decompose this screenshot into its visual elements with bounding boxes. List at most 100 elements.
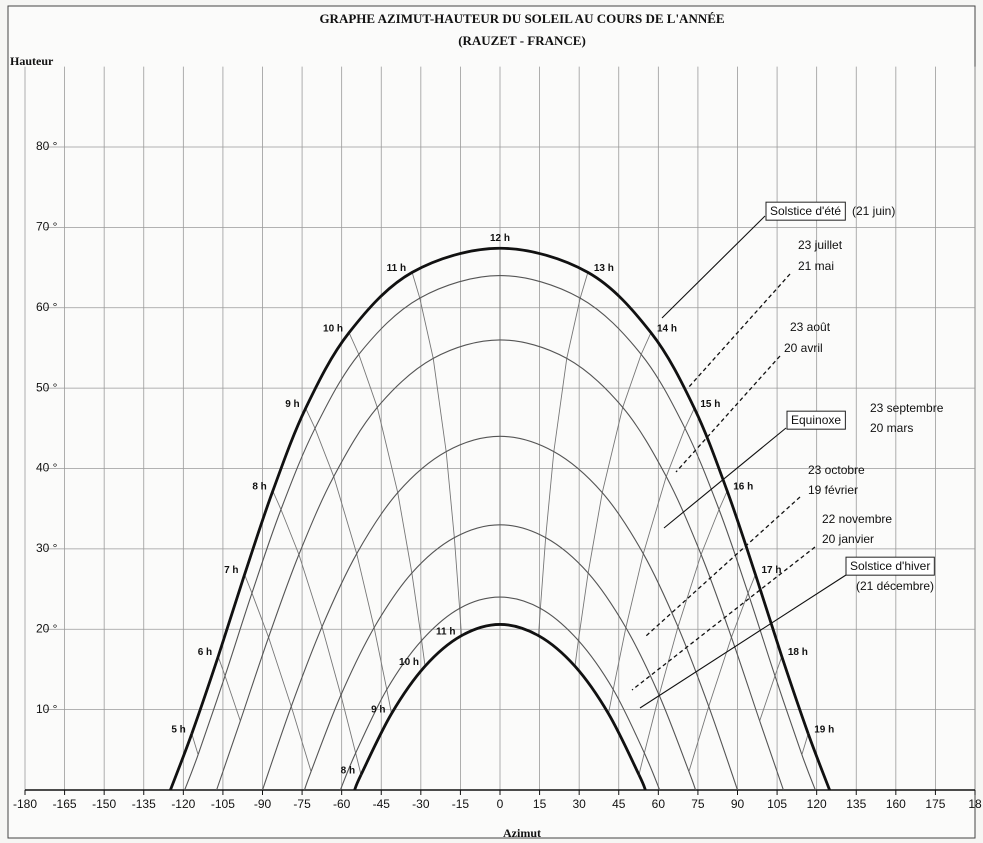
hour-label: 12 h bbox=[490, 233, 510, 244]
series-label: Solstice d'été bbox=[770, 204, 841, 218]
sun-path-rise bbox=[339, 752, 357, 791]
sun-path bbox=[359, 623, 641, 776]
sun-path bbox=[239, 339, 761, 722]
sun-path-set bbox=[759, 720, 784, 791]
sun-path-rise bbox=[261, 706, 292, 791]
sun-path-set bbox=[688, 771, 697, 791]
series-dates: 23 septembre bbox=[870, 401, 944, 415]
hour-label: 9 h bbox=[371, 704, 385, 715]
hour-label: 16 h bbox=[733, 482, 753, 493]
y-tick-label: 70 ° bbox=[36, 220, 58, 234]
x-tick-label: 160 bbox=[886, 797, 906, 811]
sun-path bbox=[355, 596, 645, 754]
sun-path bbox=[190, 246, 810, 735]
x-tick-label: -180 bbox=[13, 797, 37, 811]
sun-path-rise bbox=[303, 771, 312, 791]
leader-line bbox=[631, 546, 816, 691]
x-tick-label: -105 bbox=[211, 797, 235, 811]
x-tick-label: -120 bbox=[171, 797, 195, 811]
series-dates: 19 février bbox=[808, 483, 858, 497]
hour-label: 10 h bbox=[323, 323, 343, 334]
x-tick-label: 15 bbox=[533, 797, 547, 811]
x-tick-label: 18 bbox=[968, 797, 982, 811]
series-dates: 20 janvier bbox=[822, 532, 874, 546]
x-tick-label: 120 bbox=[807, 797, 827, 811]
x-tick-label: -150 bbox=[92, 797, 116, 811]
hour-label: 17 h bbox=[761, 565, 781, 576]
hour-label: 15 h bbox=[700, 399, 720, 410]
series-label: Equinoxe bbox=[791, 413, 841, 427]
sun-path-set bbox=[643, 752, 661, 791]
series-label: Solstice d'hiver bbox=[850, 559, 930, 573]
sun-path-set bbox=[806, 733, 831, 791]
hour-label: 13 h bbox=[594, 263, 614, 274]
y-tick-label: 10 ° bbox=[36, 702, 58, 716]
series-label-box bbox=[845, 556, 935, 576]
series-label: 23 août bbox=[790, 320, 831, 334]
y-axis-label: Hauteur bbox=[10, 54, 54, 68]
leader-line bbox=[663, 427, 787, 529]
hour-label: 8 h bbox=[252, 482, 266, 493]
leader-line bbox=[661, 215, 766, 319]
y-tick-label: 60 ° bbox=[36, 300, 58, 314]
hour-line bbox=[801, 733, 809, 755]
series-label: 22 novembre bbox=[822, 512, 892, 526]
hour-label: 5 h bbox=[171, 724, 185, 735]
x-tick-label: 45 bbox=[612, 797, 626, 811]
hour-label: 10 h bbox=[399, 657, 419, 668]
chart-title: GRAPHE AZIMUT-HAUTEUR DU SOLEIL AU COURS… bbox=[319, 11, 724, 26]
sun-path-set bbox=[708, 706, 739, 791]
series-dates: (21 décembre) bbox=[856, 579, 934, 593]
series-dates: (21 juin) bbox=[852, 204, 895, 218]
series-dates: 21 mai bbox=[798, 259, 834, 273]
x-tick-label: 175 bbox=[925, 797, 945, 811]
sun-path-rise bbox=[216, 720, 241, 791]
hour-label: 14 h bbox=[657, 323, 677, 334]
x-tick-label: -165 bbox=[53, 797, 77, 811]
hour-label: 9 h bbox=[285, 399, 299, 410]
series-dates: 20 mars bbox=[870, 421, 913, 435]
sun-path-rise bbox=[353, 774, 363, 791]
sun-path bbox=[290, 435, 710, 707]
y-tick-label: 30 ° bbox=[36, 541, 58, 555]
leader-line bbox=[687, 273, 791, 389]
sun-path bbox=[197, 275, 803, 755]
x-axis-label: Azimut bbox=[503, 826, 541, 840]
x-tick-label: 135 bbox=[846, 797, 866, 811]
leader-line bbox=[639, 574, 847, 709]
hour-label: 19 h bbox=[814, 724, 834, 735]
series-label: 23 octobre bbox=[808, 463, 865, 477]
x-tick-label: -60 bbox=[333, 797, 351, 811]
x-tick-label: 90 bbox=[731, 797, 745, 811]
series-label-box bbox=[765, 201, 846, 221]
hour-label: 11 h bbox=[387, 263, 406, 274]
hour-label: 11 h bbox=[436, 626, 455, 637]
y-tick-label: 50 ° bbox=[36, 380, 58, 394]
x-tick-label: 75 bbox=[691, 797, 705, 811]
sun-path-rise bbox=[184, 754, 199, 791]
x-tick-label: -75 bbox=[293, 797, 311, 811]
x-tick-label: -15 bbox=[452, 797, 470, 811]
x-tick-label: 105 bbox=[767, 797, 787, 811]
x-tick-label: 60 bbox=[652, 797, 666, 811]
y-tick-label: 40 ° bbox=[36, 461, 58, 475]
y-tick-label: 20 ° bbox=[36, 621, 58, 635]
x-tick-label: -45 bbox=[373, 797, 391, 811]
sun-path bbox=[310, 524, 690, 772]
series-dates: 20 avril bbox=[784, 341, 823, 355]
hour-label: 18 h bbox=[788, 647, 808, 658]
hour-label: 7 h bbox=[224, 565, 238, 576]
y-tick-label: 80 ° bbox=[36, 139, 58, 153]
sun-path-set bbox=[801, 754, 816, 791]
hour-label: 8 h bbox=[341, 765, 355, 776]
x-tick-label: 0 bbox=[497, 797, 504, 811]
sun-path-set bbox=[637, 774, 647, 791]
leader-line bbox=[675, 355, 781, 473]
series-label: 23 juillet bbox=[798, 238, 843, 252]
x-tick-label: -90 bbox=[254, 797, 272, 811]
hour-label: 6 h bbox=[198, 647, 212, 658]
hour-line bbox=[191, 733, 199, 755]
chart-subtitle: (RAUZET - FRANCE) bbox=[458, 33, 586, 48]
series-label-box bbox=[786, 410, 846, 430]
